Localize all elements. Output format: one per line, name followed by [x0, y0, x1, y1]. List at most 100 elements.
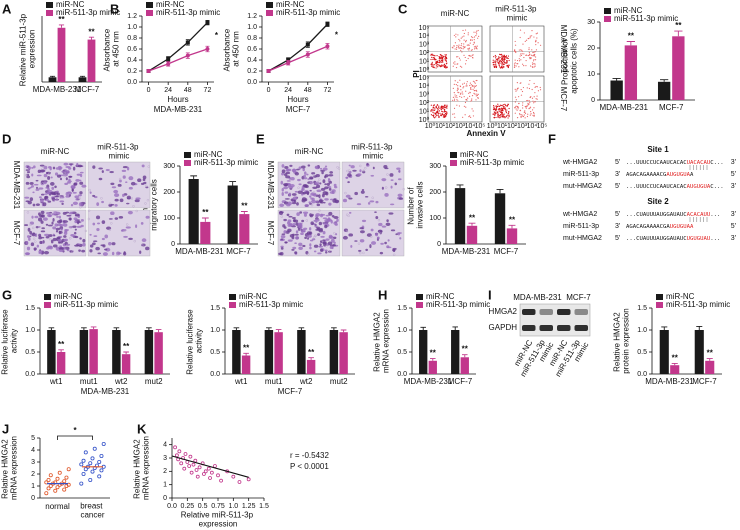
significance-label: ** [88, 27, 95, 36]
cell [109, 203, 115, 206]
cell [280, 247, 284, 250]
cell [100, 244, 105, 247]
cell-dot [433, 64, 435, 66]
cell [28, 237, 31, 241]
cell [324, 165, 328, 168]
cell [285, 175, 291, 179]
cell-dot [467, 97, 469, 99]
cell [35, 188, 40, 191]
line [268, 45, 328, 72]
x-tick-label: 72 [324, 87, 332, 94]
point [246, 477, 251, 482]
x-tick-label: 0.25 [181, 503, 195, 510]
cell [40, 210, 45, 215]
cell [316, 226, 321, 229]
cell [32, 203, 36, 207]
cell-dot [515, 50, 517, 53]
cell-dot [521, 90, 524, 93]
x-tick-label: 10⁰ [487, 122, 498, 130]
cell-dot [462, 48, 464, 50]
cell [35, 203, 40, 206]
point [187, 464, 192, 468]
cell-dot [528, 100, 530, 102]
cell-dot [537, 42, 539, 44]
cell-dot [464, 29, 467, 31]
cell-dot [444, 105, 446, 107]
cell-dot [533, 114, 535, 116]
pore [147, 165, 150, 168]
cell-dot [503, 113, 505, 115]
cell [286, 168, 292, 172]
cell [289, 164, 293, 167]
cell [70, 203, 74, 207]
pore [336, 166, 339, 169]
cell-dot [533, 102, 535, 104]
cell-dot [435, 114, 437, 117]
y-tick-label: 0 [163, 495, 167, 502]
point [99, 453, 104, 458]
cell [49, 166, 52, 171]
cell [38, 250, 43, 253]
cell [380, 242, 384, 245]
cell-dot [536, 98, 538, 100]
cell-dot [518, 60, 521, 62]
cell-dot [528, 103, 530, 105]
cell-dot [476, 33, 478, 35]
cell [348, 197, 353, 200]
cell [329, 171, 333, 174]
y-axis-label: Relative luciferase activity [1, 307, 19, 375]
pore [318, 178, 321, 181]
cell [45, 198, 49, 202]
cell [307, 164, 311, 167]
cell [378, 222, 383, 227]
point [286, 58, 291, 62]
cell [321, 193, 325, 198]
cell [385, 222, 391, 227]
cell-dot [524, 110, 526, 112]
cell-dot [468, 92, 470, 94]
cell-dot [442, 61, 444, 63]
point [185, 40, 190, 45]
y-tick-label: 0.5 [397, 349, 407, 356]
subtitle: MCF-7 [286, 105, 311, 114]
cell [35, 225, 39, 229]
error-bar [155, 329, 162, 333]
cell-dot [519, 29, 522, 31]
x-tick-label: 0.75 [211, 503, 225, 510]
cell-dot [445, 113, 447, 115]
cell-dot [438, 105, 440, 107]
strand-end: 5' [615, 235, 620, 242]
x-tick-label: MDA-MB-231 [404, 377, 453, 386]
cell-dot [477, 29, 479, 32]
bar [339, 332, 348, 374]
cell-dot [458, 92, 460, 94]
cell-dot [471, 108, 473, 110]
cell-dot [494, 66, 496, 68]
pore [312, 191, 316, 194]
cell [293, 219, 299, 223]
cell-dot [476, 90, 478, 92]
cell-dot [499, 54, 501, 56]
cell [359, 239, 365, 243]
y-tick-label: 10² [419, 50, 430, 57]
y-tick-label: 100 [163, 215, 175, 222]
cell [54, 195, 60, 198]
cell-dot [534, 56, 537, 58]
cell [322, 217, 328, 220]
cell-dot [456, 96, 458, 99]
cell [328, 174, 334, 177]
cell [366, 162, 369, 166]
band [539, 325, 553, 331]
cell [114, 198, 119, 202]
cell-dot [452, 62, 455, 64]
cell [51, 197, 56, 201]
pore [333, 190, 337, 194]
bar [610, 80, 623, 100]
bar [239, 214, 250, 244]
cell [139, 250, 142, 254]
bar [47, 330, 56, 374]
cell-dot [516, 109, 518, 111]
cell-dot [445, 66, 448, 68]
error-bar [90, 326, 97, 330]
cell [57, 239, 62, 242]
